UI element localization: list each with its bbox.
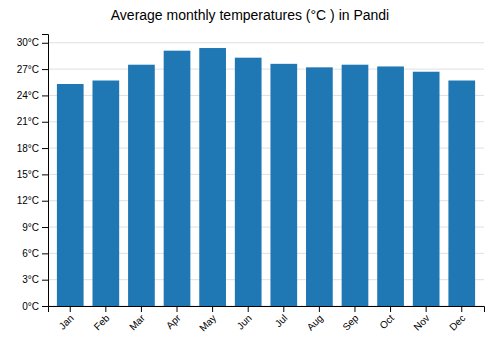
tick-label: 3°C (22, 274, 39, 285)
tick: Feb (92, 306, 112, 332)
tick: Jun (235, 306, 254, 332)
tick-mark (248, 306, 249, 312)
tick: Sep (340, 306, 361, 333)
tick: 12°C (17, 195, 48, 206)
y-axis: 0°C 3°C 6°C 9°C 12°C 15°C 18°C 21°C 24°C 27°C 30°C (17, 35, 49, 312)
tick-mark (354, 306, 355, 312)
tick-mark (105, 306, 106, 312)
tick: 6°C (22, 248, 48, 259)
tick: Aug (305, 306, 325, 333)
grid-line (48, 42, 484, 43)
tick-mark (42, 253, 48, 254)
bar (342, 65, 369, 306)
tick: 24°C (17, 90, 48, 101)
tick-mark (42, 95, 48, 96)
bar (448, 81, 475, 306)
tick: 3°C (22, 274, 48, 285)
tick: Oct (377, 306, 396, 331)
tick-label: 21°C (17, 116, 39, 127)
tick-mark (42, 122, 48, 123)
tick-label: Apr (164, 312, 183, 331)
tick: 21°C (17, 116, 48, 127)
x-axis: Jan Feb Mar Apr May Jun Jul Aug Sep Oct Nov Dec (49, 306, 485, 334)
tick-label: Feb (92, 312, 112, 332)
tick-label: 30°C (17, 37, 39, 48)
tick-label: 18°C (17, 143, 39, 154)
tick-label: 9°C (22, 222, 39, 233)
tick-label: Jul (273, 312, 290, 329)
tick-mark (42, 201, 48, 202)
bar (270, 64, 297, 306)
tick-label: Jun (235, 312, 254, 331)
bar (306, 67, 333, 306)
tick-mark (42, 174, 48, 175)
tick-mark (390, 306, 391, 312)
tick: 30°C (17, 37, 48, 48)
grid-line (48, 69, 484, 70)
tick-mark (42, 280, 48, 281)
tick-mark (283, 306, 284, 312)
tick: Apr (164, 306, 183, 331)
bar (164, 51, 191, 306)
tick-mark (461, 306, 462, 312)
bar (57, 84, 84, 306)
tick-mark (42, 148, 48, 149)
tick: 0°C (22, 301, 48, 312)
tick: Jan (57, 306, 76, 332)
plot: 0°C 3°C 6°C 9°C 12°C 15°C 18°C 21°C 24°C 27°C 30°C… (17, 35, 485, 334)
bar (377, 66, 404, 306)
tick-label: 12°C (17, 195, 39, 206)
tick-mark (42, 306, 48, 307)
tick-label: Mar (127, 312, 147, 332)
bar (92, 81, 119, 306)
tick-label: Oct (377, 312, 396, 331)
chart: Average monthly temperatures (°C ) in Pa… (0, 0, 500, 350)
tick: May (197, 306, 218, 334)
bar (235, 58, 262, 306)
bar (413, 72, 440, 306)
tick-label: Aug (305, 312, 325, 332)
tick: 18°C (17, 143, 48, 154)
tick-mark (42, 227, 48, 228)
tick-label: 6°C (22, 248, 39, 259)
tick-label: 0°C (22, 301, 39, 312)
tick-mark (141, 306, 142, 312)
tick-label: Nov (411, 312, 431, 332)
tick-mark (70, 306, 71, 312)
tick-mark (177, 306, 178, 312)
tick-label: 27°C (17, 64, 39, 75)
tick: Dec (447, 306, 467, 333)
tick-mark (42, 69, 48, 70)
bars (57, 48, 475, 306)
title: Average monthly temperatures (°C ) in Pa… (111, 7, 389, 23)
tick: 9°C (22, 222, 48, 233)
tick-label: Sep (340, 312, 361, 333)
tick: 15°C (17, 169, 48, 180)
tick-mark (212, 306, 213, 312)
tick-label: Jan (57, 312, 76, 331)
grid (48, 43, 484, 306)
tick-label: 15°C (17, 169, 39, 180)
tick-mark (426, 306, 427, 312)
tick: Jul (273, 306, 290, 329)
bar (128, 65, 155, 306)
bar (199, 48, 226, 306)
axis-line (49, 307, 485, 313)
tick-label: Dec (447, 312, 467, 332)
tick-mark (319, 306, 320, 312)
tick-label: May (197, 312, 218, 333)
tick-mark (42, 43, 48, 44)
tick: 27°C (17, 64, 48, 75)
tick-label: 24°C (17, 90, 39, 101)
tick: Mar (127, 306, 147, 332)
axis-line (42, 35, 49, 307)
tick: Nov (411, 306, 431, 333)
